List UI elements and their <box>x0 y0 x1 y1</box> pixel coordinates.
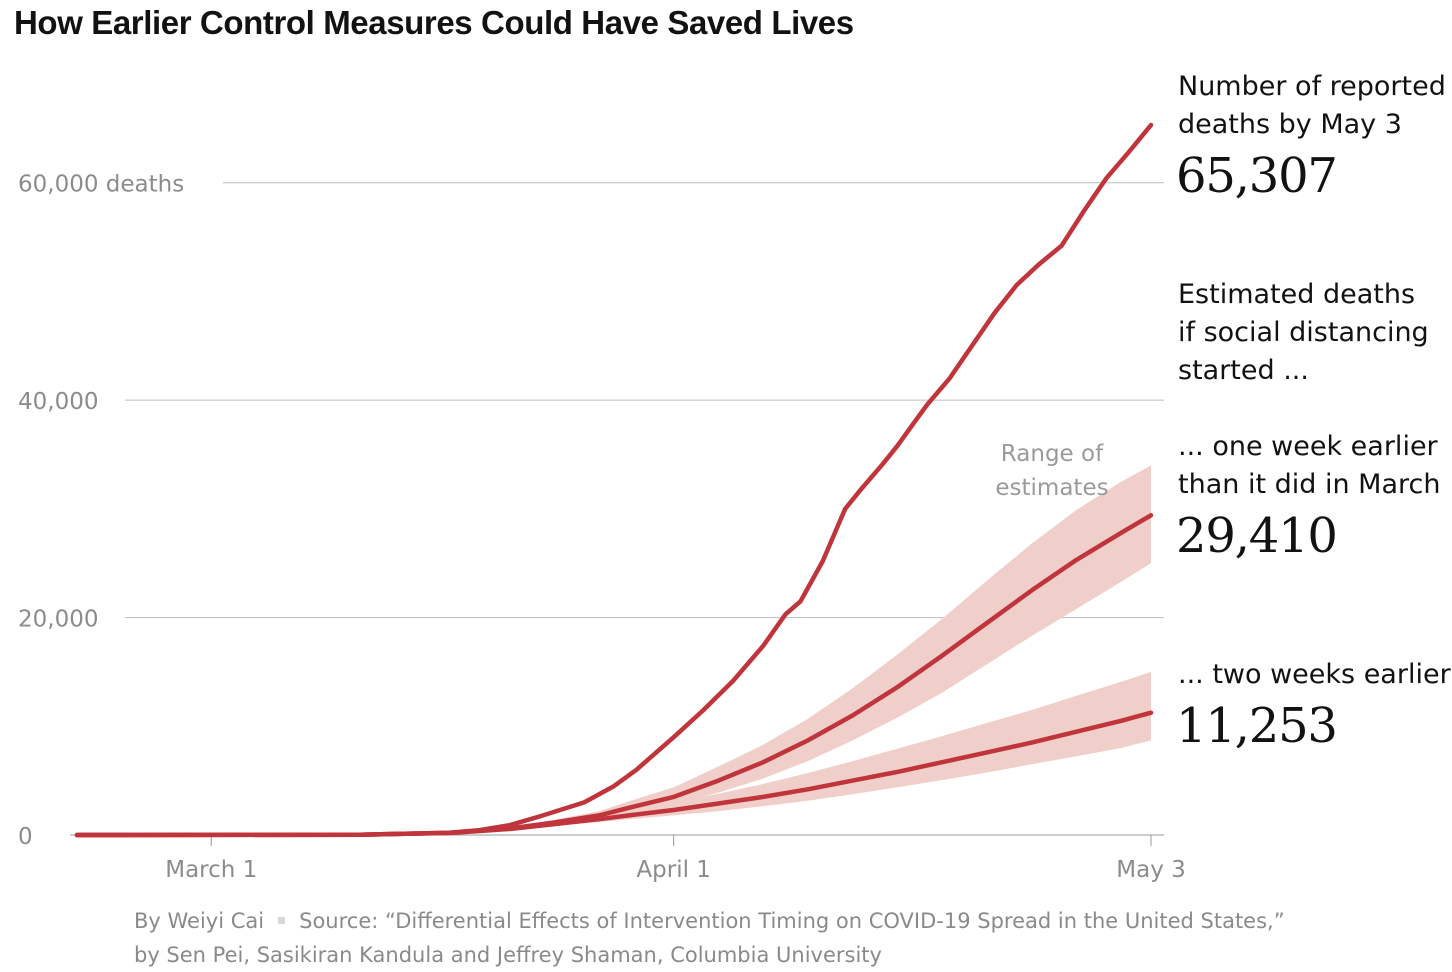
chart-title: How Earlier Control Measures Could Have … <box>14 4 854 41</box>
two-weeks-label: ... two weeks earlier <box>1178 659 1451 690</box>
y-tick-label: 60,000 deaths <box>18 172 184 198</box>
y-tick-label: 0 <box>18 824 33 850</box>
separator-square-icon <box>278 917 286 924</box>
range-band-2 <box>77 671 1151 835</box>
one-week-label-line-2: than it did in March <box>1178 469 1441 500</box>
estimated-label: Estimated deaths if social distancing st… <box>1178 276 1429 390</box>
one-week-value: 29,410 <box>1176 508 1338 564</box>
source-text: Source: “Differential Effects of Interve… <box>134 909 1285 967</box>
one-week-label: ... one week earlier than it did in Marc… <box>1178 428 1440 504</box>
x-tick-label: April 1 <box>636 857 711 883</box>
reported-label-line-2: deaths by May 3 <box>1178 109 1402 140</box>
reported-label: Number of reported deaths by May 3 <box>1178 68 1446 144</box>
two-weeks-value: 11,253 <box>1176 698 1338 754</box>
reported-value: 65,307 <box>1176 148 1338 204</box>
footer-credit: By Weiyi Cai Source: “Differential Effect… <box>134 904 1294 972</box>
y-tick-label: 40,000 <box>18 389 98 415</box>
x-tick-label: March 1 <box>165 857 257 883</box>
range-label-line-1: Range of <box>1000 441 1104 467</box>
estimated-label-line-3: started ... <box>1178 355 1309 386</box>
series-line-0 <box>74 122 1154 838</box>
y-tick-label: 20,000 <box>18 607 98 633</box>
range-band-1 <box>77 465 1151 835</box>
x-tick-label: May 3 <box>1116 857 1186 883</box>
estimated-label-line-1: Estimated deaths <box>1178 279 1416 310</box>
estimated-label-line-2: if social distancing <box>1178 317 1429 348</box>
range-of-estimates-label: Range of estimates <box>972 437 1132 505</box>
reported-label-line-1: Number of reported <box>1178 71 1446 102</box>
series-line-2 <box>74 710 1154 838</box>
range-label-line-2: estimates <box>995 475 1109 501</box>
one-week-label-line-1: ... one week earlier <box>1178 431 1438 462</box>
byline: By Weiyi Cai <box>134 909 265 933</box>
